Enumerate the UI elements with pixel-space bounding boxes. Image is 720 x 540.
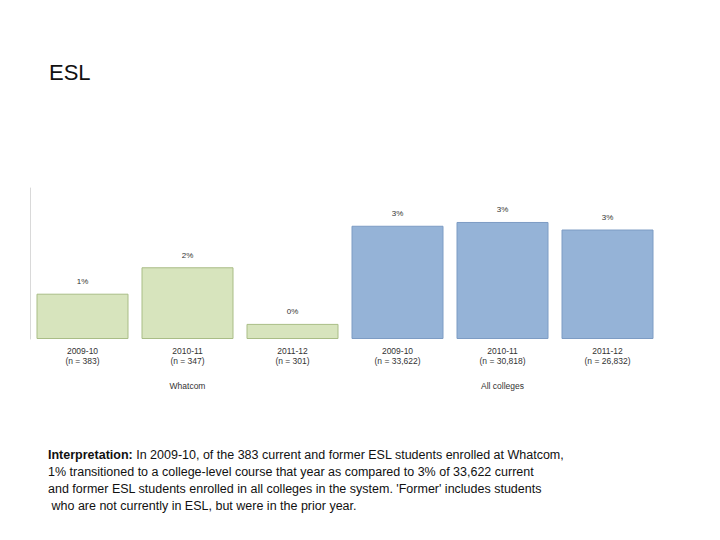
svg-text:ESL: ESL xyxy=(49,60,91,85)
svg-text:(n = 26,832): (n = 26,832) xyxy=(584,356,630,366)
svg-text:2010-11: 2010-11 xyxy=(172,346,203,356)
svg-text:2%: 2% xyxy=(182,251,194,260)
svg-text:3%: 3% xyxy=(602,213,614,222)
svg-text:2011-12: 2011-12 xyxy=(277,346,308,356)
svg-text:2009-10: 2009-10 xyxy=(382,346,413,356)
svg-text:(n = 30,818): (n = 30,818) xyxy=(479,356,525,366)
svg-text:0%: 0% xyxy=(287,307,299,316)
svg-text:and former ESL students enroll: and former ESL students enrolled in all … xyxy=(48,482,541,496)
svg-text:(n = 383): (n = 383) xyxy=(65,356,99,366)
svg-text:(n = 33,622): (n = 33,622) xyxy=(374,356,420,366)
svg-text:2009-10: 2009-10 xyxy=(67,346,98,356)
svg-text:(n = 347): (n = 347) xyxy=(170,356,204,366)
svg-text:2010-11: 2010-11 xyxy=(487,346,518,356)
svg-text:In 2009-10, of the 383 current: In 2009-10, of the 383 current and forme… xyxy=(133,448,568,462)
svg-text:3%: 3% xyxy=(497,205,509,214)
svg-text:Interpretation:: Interpretation: xyxy=(48,448,133,462)
svg-text:All colleges: All colleges xyxy=(481,381,524,391)
svg-text:1% transitioned to a college-l: 1% transitioned to a college-level cours… xyxy=(48,465,537,479)
svg-text:1%: 1% xyxy=(77,277,89,286)
svg-text:(n = 301): (n = 301) xyxy=(275,356,309,366)
svg-text:Whatcom: Whatcom xyxy=(170,381,206,391)
svg-text:who are not currently in ESL,: who are not currently in ESL, but were i… xyxy=(48,499,357,513)
svg-text:3%: 3% xyxy=(392,209,404,218)
svg-text:2011-12: 2011-12 xyxy=(592,346,623,356)
